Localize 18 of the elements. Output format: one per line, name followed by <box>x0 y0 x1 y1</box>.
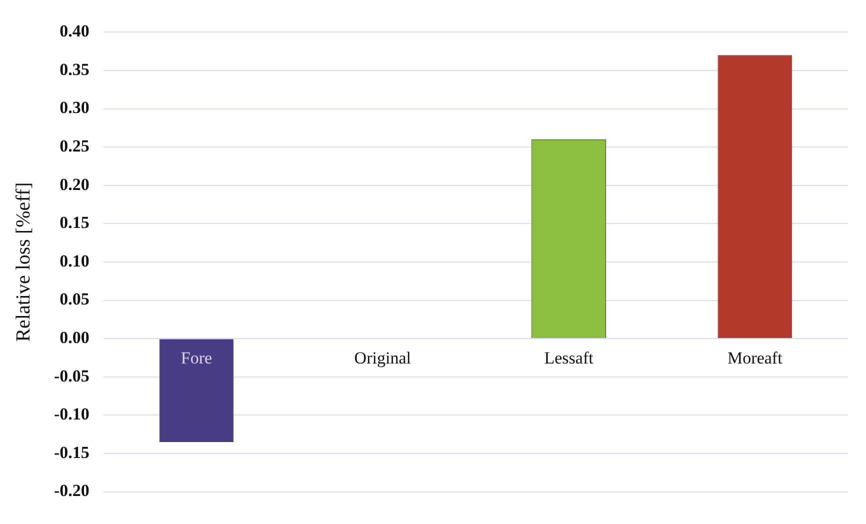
y-tick-label: 0.20 <box>60 174 90 194</box>
y-tick-label: -0.20 <box>54 481 90 500</box>
y-tick-label: 0.05 <box>60 290 90 309</box>
y-tick-label: 0.35 <box>60 60 90 79</box>
y-axis-title: Relative loss [%eff] <box>12 182 34 342</box>
x-tick-label: Lessaft <box>544 348 594 368</box>
x-tick-label: Original <box>354 348 412 368</box>
y-tick-label: 0.00 <box>60 328 90 347</box>
x-tick-label: Fore <box>180 348 212 368</box>
y-tick-label: 0.15 <box>60 213 90 232</box>
y-tick-label: 0.10 <box>60 251 90 270</box>
y-tick-label: 0.40 <box>60 22 90 41</box>
y-tick-label: -0.05 <box>54 366 90 386</box>
x-tick-label: Moreaft <box>728 348 783 368</box>
y-tick-label: 0.30 <box>60 98 90 118</box>
y-tick-label: -0.15 <box>54 442 90 462</box>
y-tick-label: -0.10 <box>54 404 90 424</box>
y-tick-label: 0.25 <box>60 136 90 156</box>
